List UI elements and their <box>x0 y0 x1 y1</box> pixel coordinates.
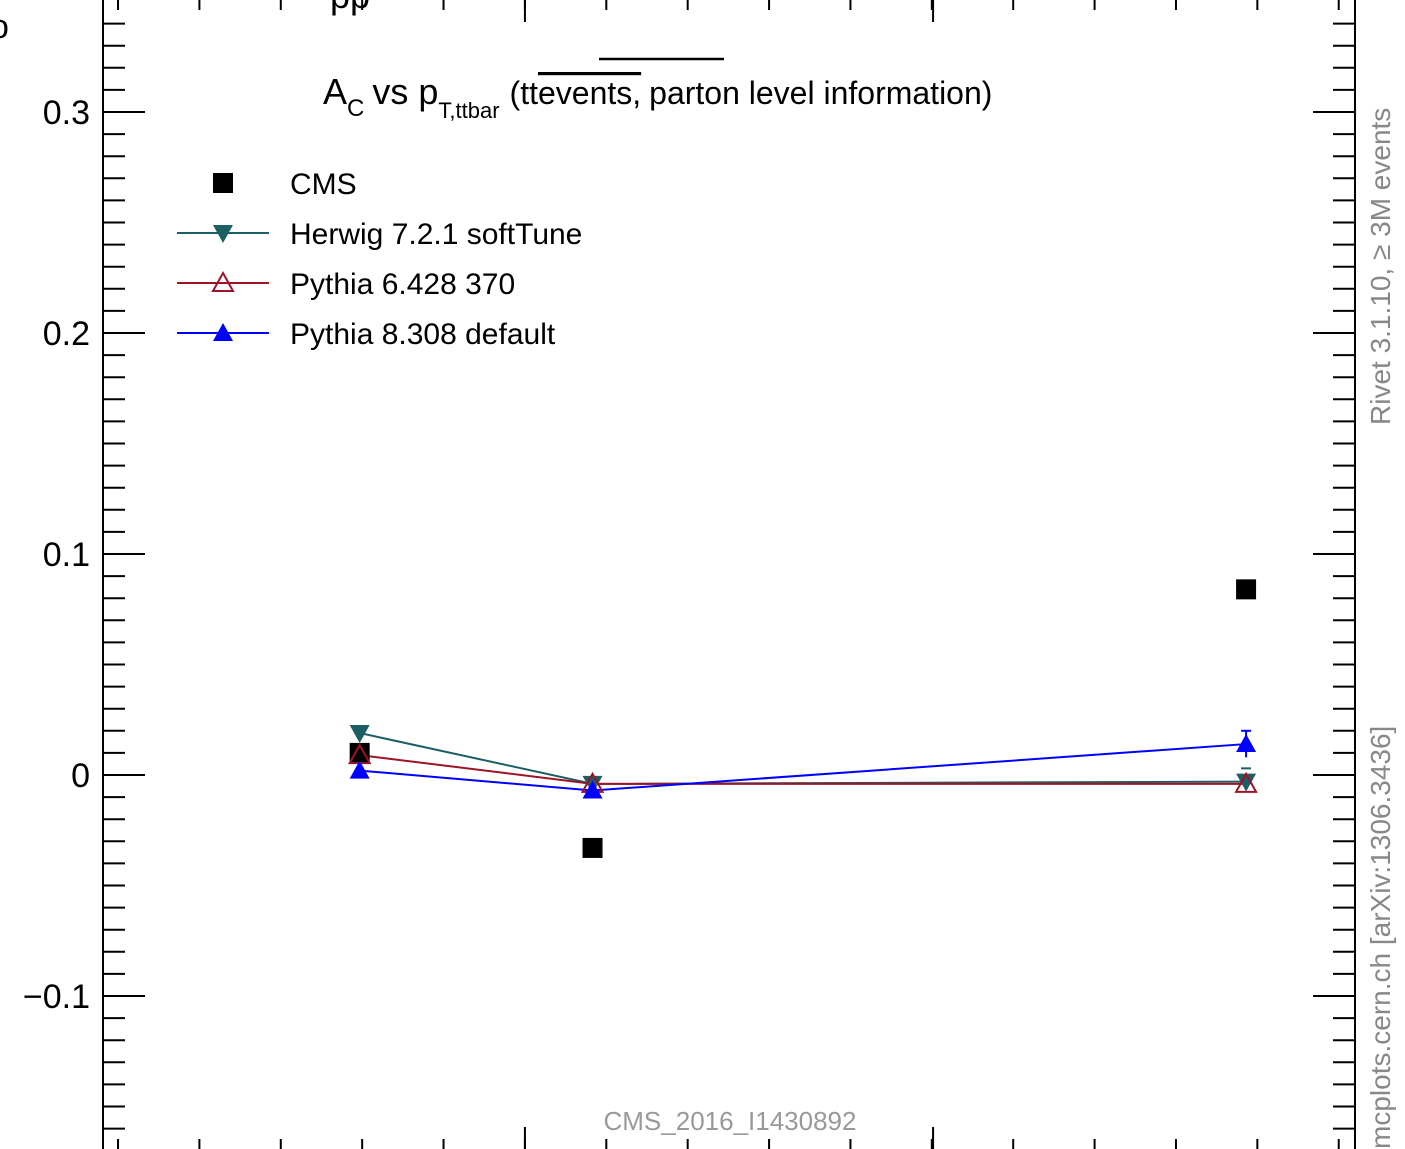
legend-label: Herwig 7.2.1 softTune <box>290 218 582 251</box>
x-axis-ticks <box>117 0 1340 1149</box>
plot-frame <box>102 0 1356 1149</box>
analysis-label: CMS_2016_I1430892 <box>604 1106 857 1136</box>
legend-marker <box>213 225 233 243</box>
title-main: A <box>323 71 347 112</box>
side-label-bottom: mcplots.cern.ch [arXiv:1306.3436] <box>1365 726 1396 1149</box>
left-partial-text: o <box>0 8 9 46</box>
top-partial-text: pp <box>330 0 370 16</box>
side-label-top: Rivet 3.1.10, ≥ 3M events <box>1365 108 1396 425</box>
data-point <box>582 837 603 858</box>
data-point <box>582 780 603 799</box>
chart-title: AC vs pT,ttbar (ttevents, parton level info… <box>323 71 992 123</box>
legend-marker <box>213 323 233 341</box>
y-axis-ticks <box>103 22 1355 1130</box>
y-tick-label: 0.3 <box>43 94 90 132</box>
y-tick-label: −0.1 <box>23 978 90 1016</box>
y-tick-label: 0.1 <box>43 536 90 574</box>
data-point <box>1236 773 1257 792</box>
legend-label: CMS <box>290 168 357 201</box>
title-vs-sub: T,ttbar <box>438 98 499 123</box>
title-main-sub: C <box>347 95 364 122</box>
legend-label: Pythia 8.308 default <box>290 318 556 351</box>
legend: CMS Herwig 7.2.1 softTune Pythia 6.428 370… <box>177 168 582 351</box>
y-axis-tick-labels: 0.3 0.2 0.1 0 −0.1 <box>23 94 90 1016</box>
y-tick-label: 0 <box>71 757 90 795</box>
title-rest-pre: (tt <box>510 75 539 111</box>
series-markers <box>347 579 1258 858</box>
series-lines <box>359 729 1252 792</box>
legend-marker <box>213 173 233 193</box>
data-point <box>1236 734 1257 753</box>
data-point <box>349 725 370 744</box>
legend-marker <box>211 270 235 292</box>
data-point <box>349 742 370 763</box>
data-point <box>349 760 370 779</box>
data-point <box>1236 579 1257 600</box>
data-point <box>1234 771 1258 793</box>
legend-label: Pythia 6.428 370 <box>290 268 515 301</box>
title-rest-post: parton level information) <box>649 75 992 111</box>
title-vs: vs p <box>372 71 438 112</box>
title-rest-overline: events, <box>538 75 641 111</box>
y-tick-label: 0.2 <box>43 315 90 353</box>
series-line <box>359 754 1247 785</box>
